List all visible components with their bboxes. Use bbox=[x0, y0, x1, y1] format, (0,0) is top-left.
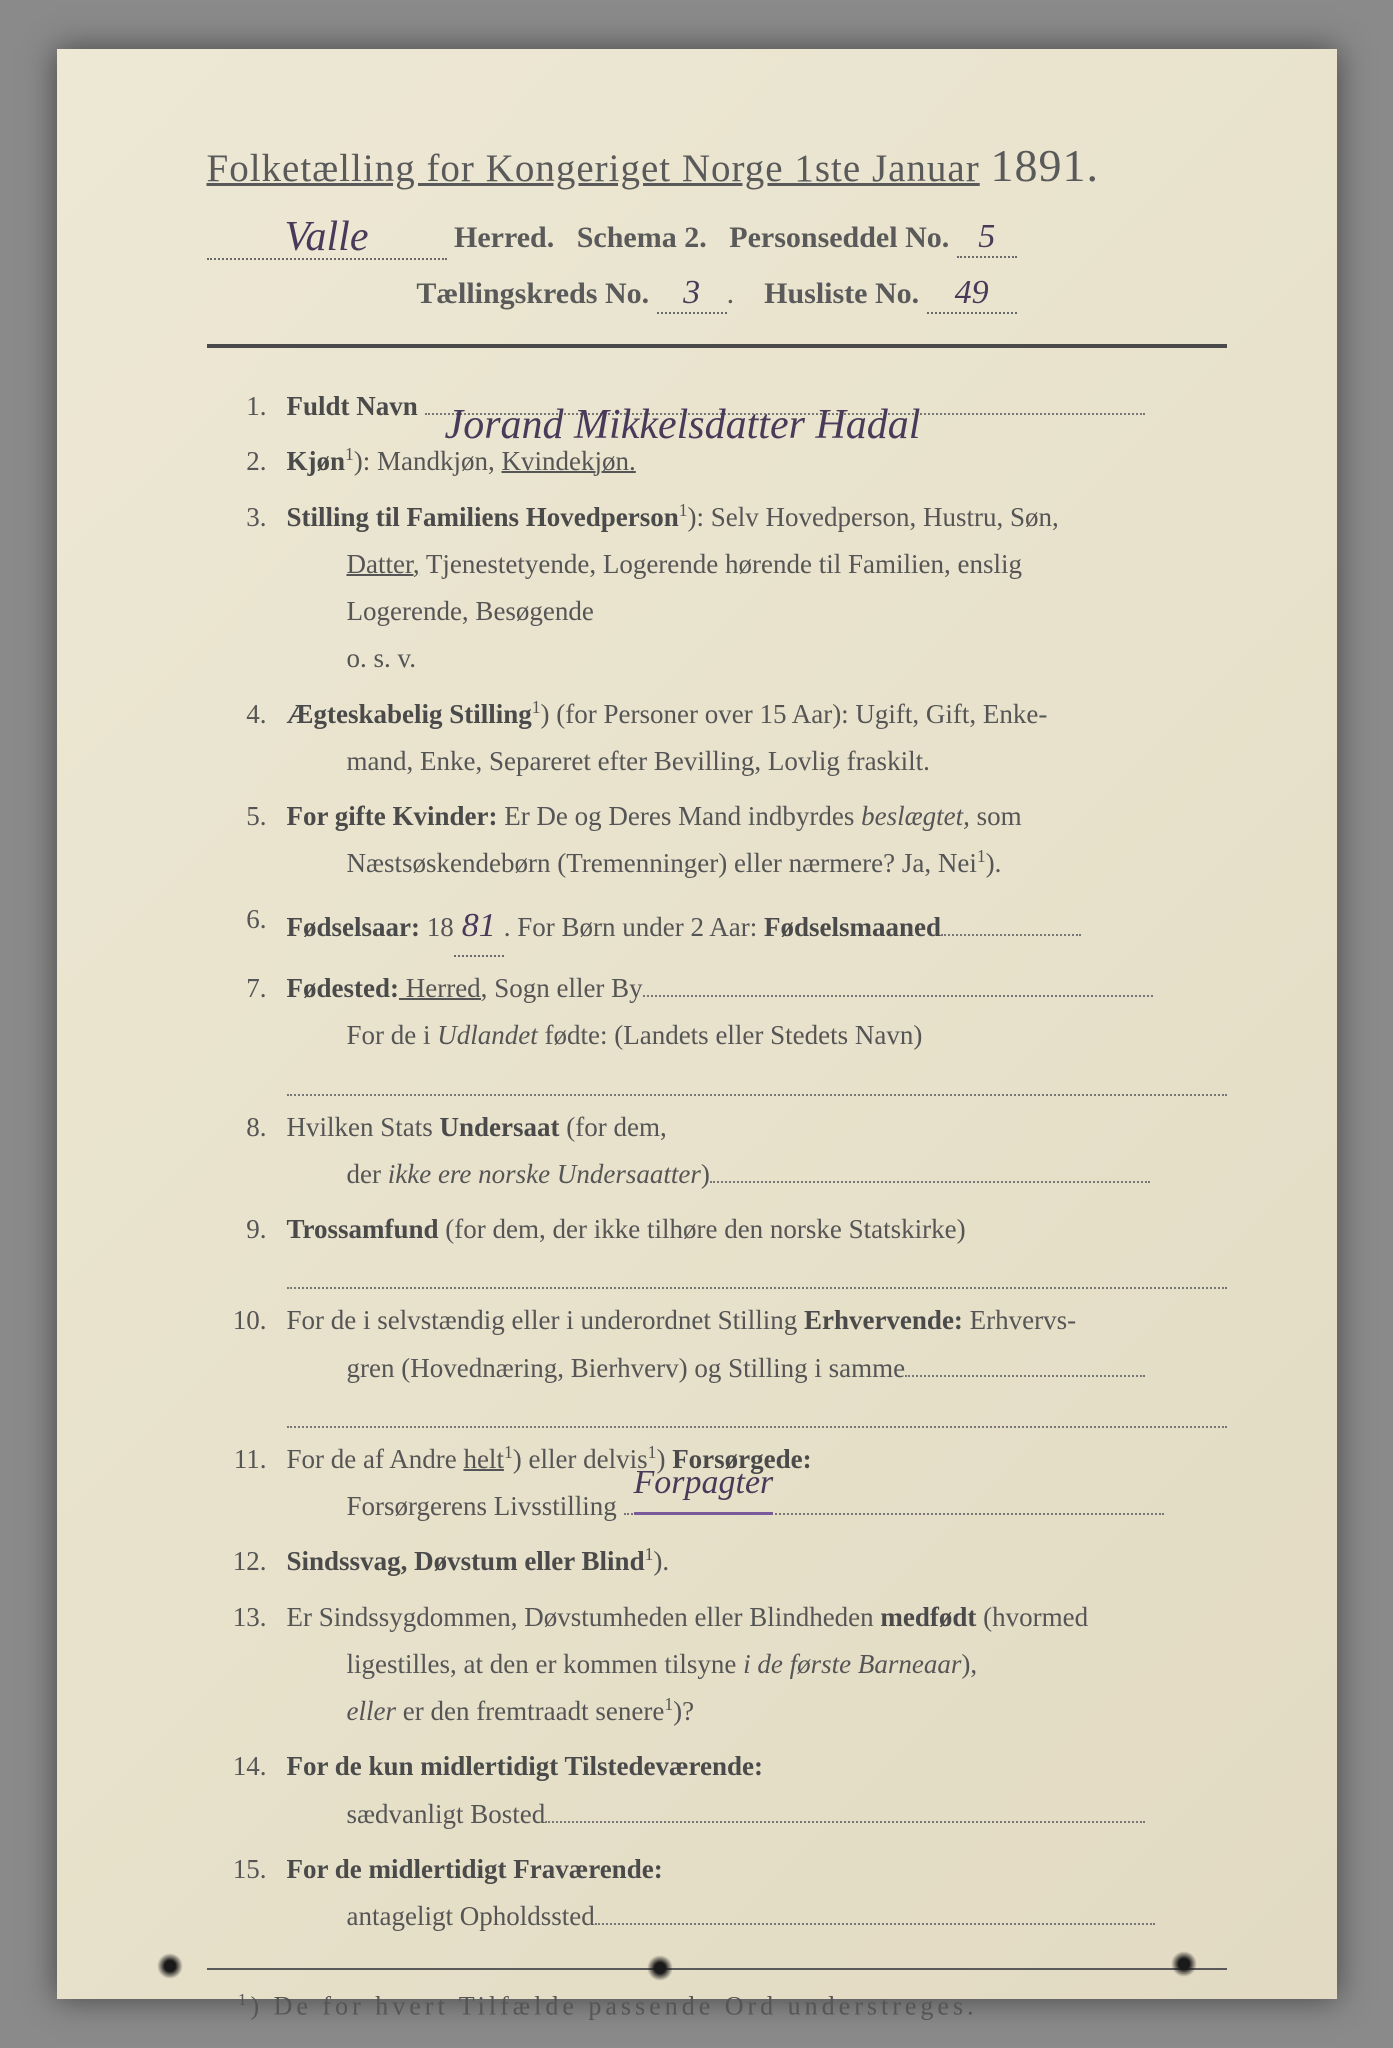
item-9: 9. Trossamfund (for dem, der ikke tilhør… bbox=[207, 1206, 1227, 1289]
ink-blot bbox=[647, 1955, 673, 1981]
schema-label: Schema 2. bbox=[577, 221, 707, 254]
item-11: 11. For de af Andre helt1) eller delvis1… bbox=[207, 1436, 1227, 1531]
form-items: 1. Fuldt Navn Jorand Mikkelsdatter Hadal… bbox=[207, 383, 1227, 1940]
item-1: 1. Fuldt Navn Jorand Mikkelsdatter Hadal bbox=[207, 383, 1227, 430]
ink-blot bbox=[1171, 1951, 1197, 1977]
item-8: 8. Hvilken Stats Undersaat (for dem, der… bbox=[207, 1104, 1227, 1199]
form-header: Folketælling for Kongeriget Norge 1ste J… bbox=[207, 139, 1227, 314]
item-6: 6. Fødselsaar: 1881. For Børn under 2 Aa… bbox=[207, 896, 1227, 958]
item10-label: Erhvervende: bbox=[804, 1305, 963, 1335]
title-year: 1891. bbox=[990, 140, 1099, 191]
title-line: Folketælling for Kongeriget Norge 1ste J… bbox=[207, 139, 1227, 192]
item4-label: Ægteskabelig Stilling bbox=[287, 699, 532, 729]
ink-blot bbox=[157, 1953, 183, 1979]
kreds-line: Tællingskreds No. 3. Husliste No. 49 bbox=[207, 274, 1227, 314]
footnote-text: ) De for hvert Tilfælde passende Ord und… bbox=[250, 1992, 977, 2021]
item13-label: medfødt bbox=[880, 1602, 976, 1632]
item-3: 3. Stilling til Familiens Hovedperson1):… bbox=[207, 494, 1227, 683]
item15-label: For de midlertidigt Fraværende: bbox=[287, 1854, 663, 1884]
herred-value: Valle bbox=[285, 214, 369, 260]
item6-year: 81 bbox=[454, 896, 504, 958]
divider-top bbox=[207, 344, 1227, 348]
item2-label: Kjøn bbox=[287, 446, 346, 476]
item-4: 4. Ægteskabelig Stilling1) (for Personer… bbox=[207, 691, 1227, 786]
herred-line: Valle Herred. Schema 2. Personseddel No.… bbox=[207, 210, 1227, 260]
personseddel-label: Personseddel No. bbox=[729, 221, 949, 254]
item3-label: Stilling til Familiens Hovedperson bbox=[287, 502, 679, 532]
item8-label: Undersaat bbox=[440, 1112, 560, 1142]
item-14: 14. For de kun midlertidigt Tilstedevære… bbox=[207, 1743, 1227, 1838]
herred-label: Herred. bbox=[454, 221, 554, 254]
kreds-no: 3 bbox=[683, 274, 700, 311]
item-15: 15. For de midlertidigt Fraværende: anta… bbox=[207, 1846, 1227, 1941]
item3-datter: Datter, bbox=[347, 549, 420, 579]
personseddel-no: 5 bbox=[978, 218, 995, 255]
item14-label: For de kun midlertidigt Tilstedeværende: bbox=[287, 1751, 764, 1781]
item-12: 12. Sindssvag, Døvstum eller Blind1). bbox=[207, 1538, 1227, 1585]
census-form-page: Folketælling for Kongeriget Norge 1ste J… bbox=[57, 49, 1337, 1999]
item-10: 10. For de i selvstændig eller i underor… bbox=[207, 1297, 1227, 1428]
item-5: 5. For gifte Kvinder: Er De og Deres Man… bbox=[207, 793, 1227, 888]
kreds-label: Tællingskreds No. bbox=[416, 277, 649, 310]
item-7: 7. Fødested: Herred, Sogn eller By For d… bbox=[207, 965, 1227, 1096]
husliste-no: 49 bbox=[955, 274, 989, 311]
item7-label: Fødested: bbox=[287, 973, 399, 1003]
husliste-label: Husliste No. bbox=[764, 277, 919, 310]
title-text: Folketælling for Kongeriget Norge 1ste J… bbox=[207, 147, 980, 190]
item1-value: Jorand Mikkelsdatter Hadal bbox=[445, 389, 921, 417]
item5-label: For gifte Kvinder: bbox=[287, 801, 498, 831]
item12-label: Sindssvag, Døvstum eller Blind bbox=[287, 1546, 645, 1576]
item9-label: Trossamfund bbox=[287, 1214, 439, 1244]
item6-label: Fødselsaar: bbox=[287, 912, 420, 942]
footnote: 1) De for hvert Tilfælde passende Ord un… bbox=[207, 1990, 1227, 2022]
item-13: 13. Er Sindssygdommen, Døvstumheden elle… bbox=[207, 1594, 1227, 1736]
item2-underlined: Kvindekjøn. bbox=[502, 446, 636, 476]
item11-value: Forpagter bbox=[634, 1453, 774, 1516]
divider-bottom bbox=[207, 1968, 1227, 1970]
item1-label: Fuldt Navn bbox=[287, 391, 418, 421]
